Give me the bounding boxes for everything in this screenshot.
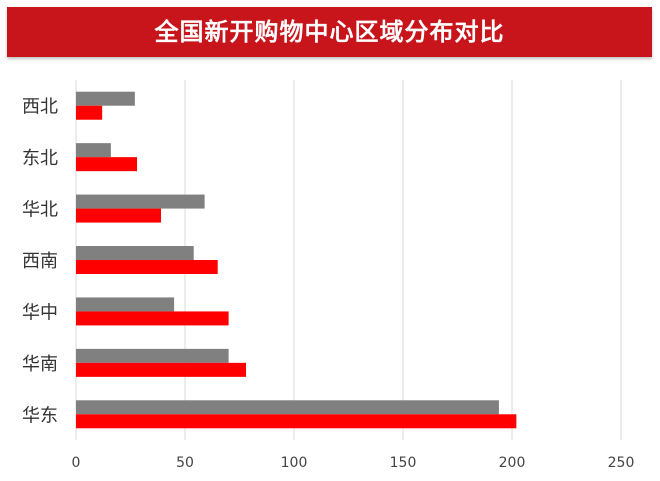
bar-series-1 [76,297,175,312]
chart-title-bar: 全国新开购物中心区域分布对比 [7,7,652,57]
x-tick-label: 50 [176,455,194,471]
bar-series-2 [76,260,218,274]
bar-series-1 [76,400,499,415]
x-tick-label: 0 [72,455,81,471]
x-tick-label: 150 [390,455,417,471]
bar-series-2 [76,157,138,172]
bar-series-2 [76,208,162,223]
bar-series-2 [76,105,103,120]
bar-series-2 [76,362,247,377]
bar-series-1 [76,348,229,363]
x-tick-label: 100 [281,455,308,471]
bar-series-2 [76,311,229,326]
category-label: 东北 [22,148,58,169]
category-label: 华中 [22,302,58,323]
bar-series-1 [76,194,205,209]
bar-series-1 [76,246,194,260]
category-label: 华北 [22,200,58,221]
category-label: 华东 [22,405,58,426]
bar-series-1 [76,143,111,158]
bar-series-1 [76,91,135,106]
bar-series-2 [76,414,517,429]
x-tick-label: 200 [499,455,526,471]
category-label: 西北 [22,97,58,118]
x-tick-label: 250 [608,455,635,471]
category-label: 西南 [22,251,58,272]
category-label: 华南 [22,354,58,375]
chart-title: 全国新开购物中心区域分布对比 [154,18,505,46]
